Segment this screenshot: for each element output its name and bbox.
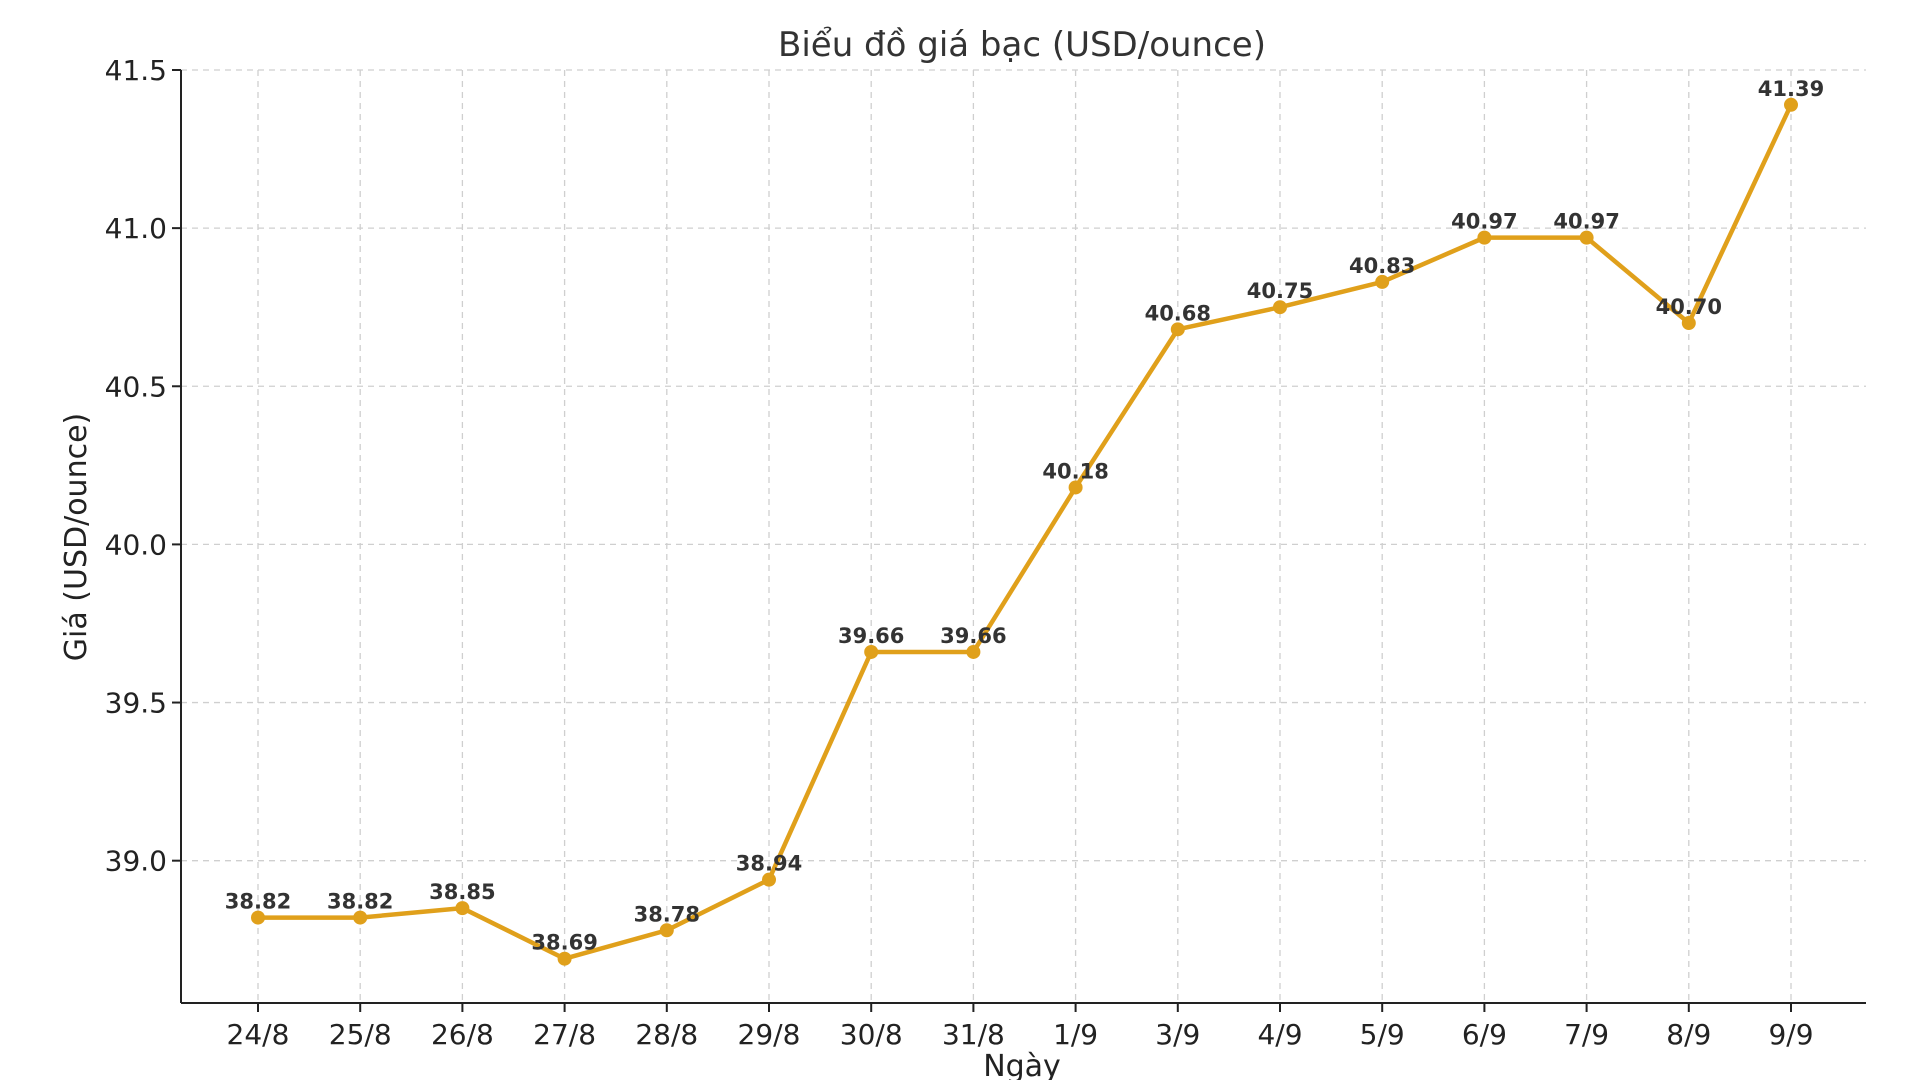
data-label: 40.83 [1349,254,1415,278]
grid [181,69,1866,1003]
data-label: 40.68 [1145,301,1211,325]
x-tick-label: 8/9 [1666,1018,1711,1051]
y-tick-label: 40.0 [105,528,167,561]
data-point [353,910,368,925]
data-point [1681,316,1696,331]
x-tick-label: 5/9 [1360,1018,1405,1051]
y-tick-label: 41.0 [105,212,167,245]
data-labels: 38.82 38.82 38.85 38.69 38.78 38.94 39.66 39.66… [225,77,1824,955]
data-point [1579,230,1594,245]
series-line [255,102,1794,961]
axes: 24/8 25/8 26/8 27/8 28/8 29/8 30/8 31/8 1/9 3/9 4/… [105,54,1866,1051]
data-label: 39.66 [940,624,1006,648]
x-tick-label: 27/8 [533,1018,596,1051]
x-tick-label: 1/9 [1053,1018,1098,1051]
y-tick-label: 41.5 [105,54,167,87]
data-point [557,951,572,966]
data-label: 40.70 [1656,295,1722,319]
x-tick-label: 7/9 [1564,1018,1609,1051]
y-axis-label: Giá (USD/ounce) [59,413,94,661]
data-label: 40.97 [1553,210,1619,234]
data-label: 40.18 [1042,459,1108,483]
data-label: 41.39 [1758,77,1824,101]
x-tick-label: 30/8 [840,1018,903,1051]
data-point [1170,322,1185,337]
data-label: 40.75 [1247,279,1313,303]
data-label: 38.69 [531,931,597,955]
data-label: 40.97 [1451,210,1517,234]
x-tick-label: 4/9 [1257,1018,1302,1051]
y-tick-label: 39.0 [105,845,167,878]
y-tick-label: 40.5 [105,370,167,403]
y-tick-label: 39.5 [105,687,167,720]
x-tick-label: 6/9 [1462,1018,1507,1051]
series [251,97,1798,966]
x-tick-label: 24/8 [227,1018,290,1051]
data-point [864,644,879,659]
data-label: 38.82 [327,890,393,914]
data-point [659,923,674,938]
data-point [1375,274,1390,289]
x-tick-label: 26/8 [431,1018,494,1051]
x-tick-label: 25/8 [329,1018,392,1051]
x-tick-label: 29/8 [738,1018,801,1051]
x-axis-label: Ngày [983,1049,1061,1080]
data-point [1273,300,1287,315]
data-label: 38.78 [634,902,700,926]
x-tick-label: 3/9 [1155,1018,1200,1051]
data-point [1068,480,1083,495]
data-point [1477,230,1492,245]
data-point [762,872,776,887]
data-point [966,644,981,659]
x-tick-label: 9/9 [1768,1018,1813,1051]
data-label: 39.66 [838,624,904,648]
data-label: 38.82 [225,890,291,914]
data-point [1784,97,1798,112]
x-tick-label: 28/8 [635,1018,698,1051]
data-label: 38.94 [736,852,802,876]
x-tick-label: 31/8 [942,1018,1005,1051]
data-point [455,901,470,916]
chart-title: Biểu đồ giá bạc (USD/ounce) [778,25,1266,65]
data-label: 38.85 [429,880,495,904]
data-point [251,910,265,925]
